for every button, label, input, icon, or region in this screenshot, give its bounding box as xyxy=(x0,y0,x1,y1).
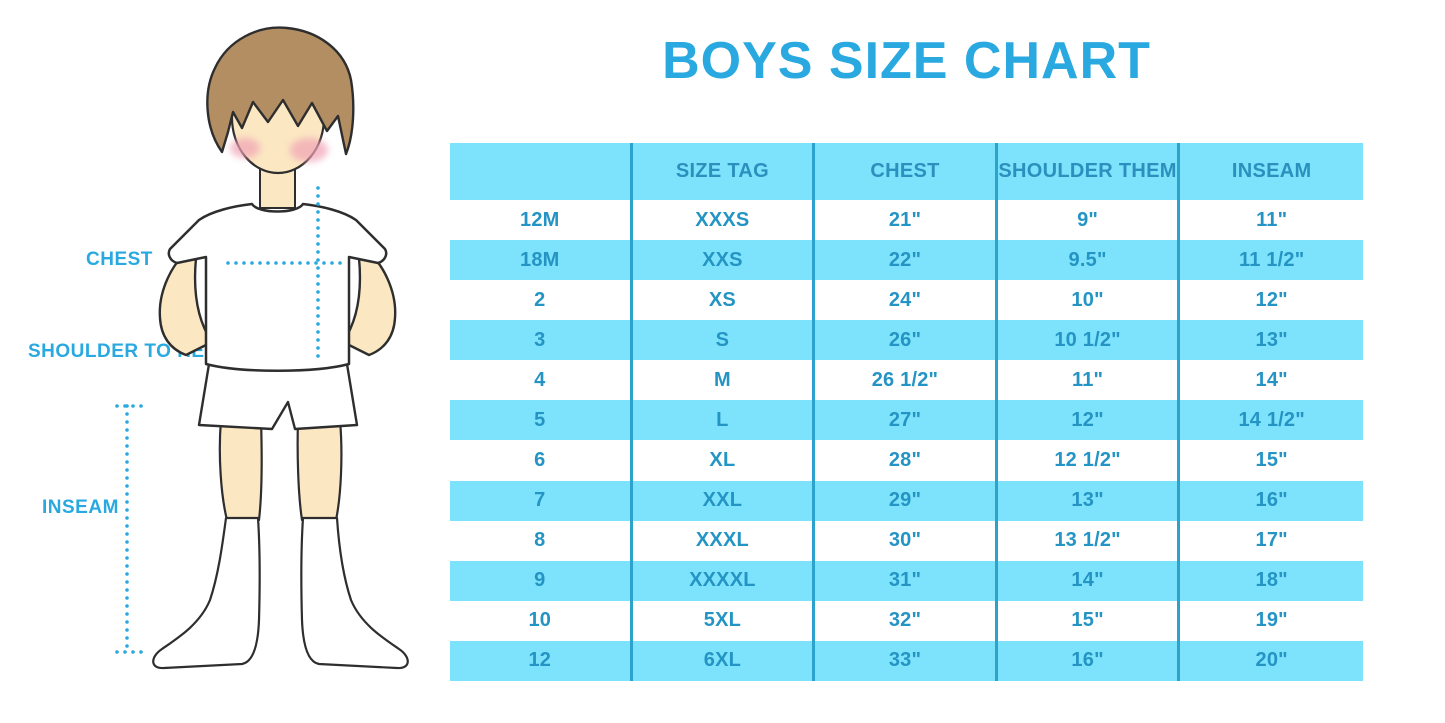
left-sock xyxy=(152,516,261,670)
table-cell: M xyxy=(633,360,816,401)
size-table: SIZE TAG CHEST SHOULDER THEM INSEAM 12M … xyxy=(450,143,1363,681)
table-cell: XXS xyxy=(633,240,816,281)
table-cell: 14" xyxy=(998,560,1181,601)
right-cheek xyxy=(290,138,328,162)
table-cell: 5XL xyxy=(633,600,816,641)
table-cell: 31" xyxy=(815,560,998,601)
table-cell: XXL xyxy=(633,480,816,521)
table-cell: 12 1/2" xyxy=(998,440,1181,481)
shorts-shape xyxy=(197,356,359,431)
table-row: 5 L 27" 12" 14 1/2" xyxy=(450,400,1363,441)
table-row: 9 XXXXL 31" 14" 18" xyxy=(450,560,1363,601)
table-cell: 22" xyxy=(815,240,998,281)
table-cell: XXXL xyxy=(633,520,816,561)
table-cell: L xyxy=(633,400,816,441)
shirt-shape xyxy=(167,202,388,372)
table-cell: 2 xyxy=(450,280,633,321)
table-cell: 17" xyxy=(1255,529,1288,552)
table-cell: 16" xyxy=(998,640,1181,681)
table-row: 2 XS 24" 10" 12" xyxy=(450,280,1363,321)
inseam-label: INSEAM xyxy=(42,497,119,518)
table-cell: 3 xyxy=(450,320,633,361)
table-header-row: SIZE TAG CHEST SHOULDER THEM INSEAM xyxy=(450,143,1363,200)
table-header-cell: CHEST xyxy=(815,143,998,200)
left-cheek xyxy=(230,138,260,158)
table-cell: 9" xyxy=(998,200,1181,241)
page-title: BOYS SIZE CHART xyxy=(662,32,1151,90)
hair-shape xyxy=(206,26,355,156)
table-cell: 8 xyxy=(450,520,633,561)
table-cell: 13" xyxy=(1255,328,1288,351)
table-cell: 21" xyxy=(815,200,998,241)
table-cell: 16" xyxy=(1255,489,1288,512)
right-sock xyxy=(300,516,409,670)
table-row: 10 5XL 32" 15" 19" xyxy=(450,600,1363,641)
table-cell: 18" xyxy=(1255,569,1288,592)
table-cell: 9 xyxy=(450,560,633,601)
boy-illustration xyxy=(115,26,409,670)
table-cell: 33" xyxy=(815,640,998,681)
table-cell: 14" xyxy=(1255,368,1288,391)
table-cell: 13 1/2" xyxy=(998,520,1181,561)
table-cell: 24" xyxy=(815,280,998,321)
table-cell: 32" xyxy=(815,600,998,641)
table-header-cell: SIZE TAG xyxy=(633,143,816,200)
table-cell: 6 xyxy=(450,440,633,481)
table-cell: 12" xyxy=(998,400,1181,441)
table-cell: XL xyxy=(633,440,816,481)
inseam-measure-line xyxy=(115,404,144,654)
left-arm xyxy=(158,248,214,357)
table-cell: 15" xyxy=(998,600,1181,641)
table-cell: 10" xyxy=(998,280,1181,321)
table-cell: 26 1/2" xyxy=(815,360,998,401)
table-row: 12M XXXS 21" 9" 11" xyxy=(450,200,1363,241)
table-cell: 12M xyxy=(450,200,633,241)
table-cell: XXXXL xyxy=(633,560,816,601)
table-header-cell: INSEAM xyxy=(1231,160,1312,182)
table-row: 12 6XL 33" 16" 20" xyxy=(450,640,1363,681)
table-cell: 11 1/2" xyxy=(1239,248,1305,271)
table-cell: 18M xyxy=(450,240,633,281)
table-cell: 12" xyxy=(1255,288,1288,311)
table-cell: 28" xyxy=(815,440,998,481)
table-cell: 7 xyxy=(450,480,633,521)
table-cell: 15" xyxy=(1255,449,1288,471)
table-cell: S xyxy=(633,320,816,361)
table-cell: XXXS xyxy=(633,200,816,241)
table-cell: 26" xyxy=(815,320,998,361)
table-cell: 30" xyxy=(815,520,998,561)
chest-label: CHEST xyxy=(86,249,153,270)
table-cell: 9.5" xyxy=(998,240,1181,281)
table-row: 3 S 26" 10 1/2" 13" xyxy=(450,320,1363,361)
table-cell: 20" xyxy=(1255,649,1288,672)
table-cell: 27" xyxy=(815,400,998,441)
table-cell: XS xyxy=(633,280,816,321)
table-row: 6 XL 28" 12 1/2" 15" xyxy=(450,440,1363,481)
table-cell: 4 xyxy=(450,360,633,401)
table-cell: 29" xyxy=(815,480,998,521)
table-cell: 11" xyxy=(998,360,1181,401)
table-row: 8 XXXL 30" 13 1/2" 17" xyxy=(450,520,1363,561)
table-row: 4 M 26 1/2" 11" 14" xyxy=(450,360,1363,401)
table-cell: 5 xyxy=(450,400,633,441)
table-cell: 6XL xyxy=(633,640,816,681)
table-header-cell: SHOULDER THEM xyxy=(998,143,1181,200)
right-leg xyxy=(296,418,343,522)
right-arm xyxy=(341,248,397,357)
table-cell: 13" xyxy=(998,480,1181,521)
table-cell: 19" xyxy=(1255,609,1288,632)
table-row: 18M XXS 22" 9.5" 11 1/2" xyxy=(450,240,1363,281)
left-leg xyxy=(218,418,263,522)
table-cell: 12 xyxy=(450,640,633,681)
table-row: 7 XXL 29" 13" 16" xyxy=(450,480,1363,521)
table-cell: 14 1/2" xyxy=(1238,408,1305,431)
table-cell: 10 1/2" xyxy=(998,320,1181,361)
table-cell: 10 xyxy=(450,600,633,641)
table-header-cell xyxy=(450,143,633,200)
table-cell: 11" xyxy=(1256,208,1288,231)
